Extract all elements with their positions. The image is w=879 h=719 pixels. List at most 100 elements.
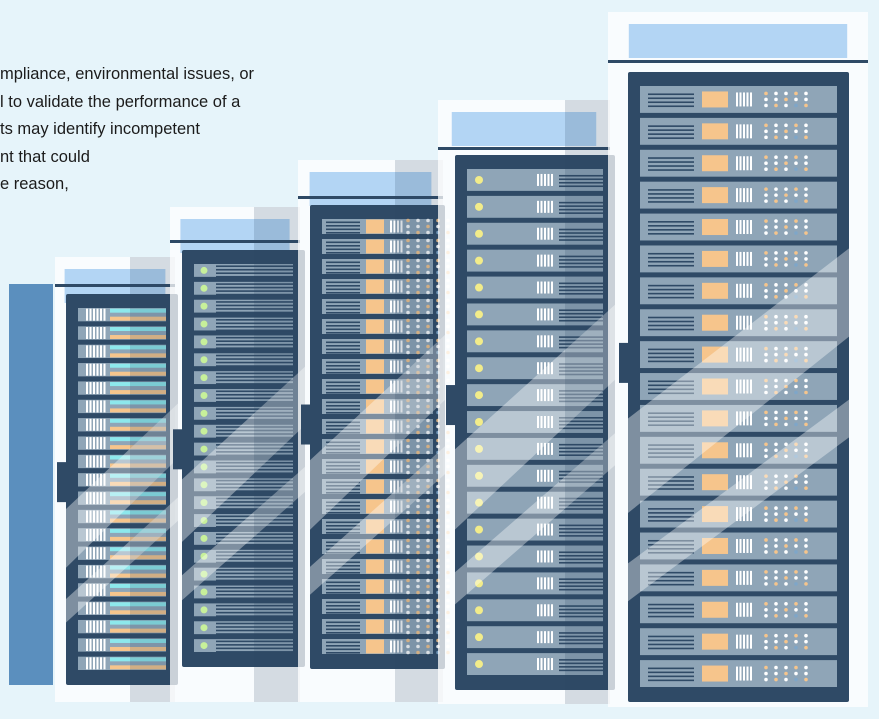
led-dot — [784, 506, 788, 510]
server-unit — [78, 436, 166, 450]
vent-bar — [540, 200, 543, 213]
vent-line — [216, 461, 293, 464]
led-dot — [804, 454, 808, 459]
led-dot — [804, 167, 808, 172]
vent-line — [559, 259, 603, 261]
led-dot — [774, 123, 778, 128]
vent-bar — [390, 400, 392, 413]
led-dot — [416, 604, 420, 609]
cyan-strip — [110, 583, 166, 588]
vent-line — [216, 397, 293, 400]
server-unit — [194, 603, 293, 617]
led-dot — [416, 224, 420, 229]
server-unit — [640, 596, 837, 624]
vent-bar — [743, 156, 745, 171]
vent-bar — [547, 442, 550, 455]
led-dot — [764, 454, 768, 459]
led-dot — [406, 330, 410, 335]
vent-line — [216, 365, 293, 367]
vent-line — [648, 324, 694, 327]
vent-line — [216, 376, 293, 378]
led-dot — [774, 607, 778, 612]
vent-bar — [739, 347, 742, 362]
vent-line — [648, 543, 694, 546]
vent-bar — [736, 379, 738, 394]
vent-bar — [86, 547, 88, 560]
vent-line — [648, 452, 694, 454]
led-dot — [406, 590, 410, 595]
led-dot — [764, 550, 768, 554]
led-dot — [426, 384, 430, 389]
server-unit — [640, 181, 837, 209]
led-dot — [774, 352, 778, 357]
led-dot — [764, 384, 768, 389]
cyan-strip — [110, 510, 166, 515]
status-led — [475, 418, 483, 426]
drive-bay — [366, 439, 384, 454]
cyan-strip — [110, 620, 166, 625]
vent-line — [326, 625, 360, 627]
orange-strip — [110, 371, 166, 376]
drive-bay — [366, 479, 384, 494]
led-dot — [764, 135, 768, 140]
led-dot — [794, 199, 798, 203]
unit-face — [640, 468, 837, 496]
led-dot — [804, 474, 808, 478]
vent-bar — [551, 200, 553, 213]
vent-line — [216, 400, 293, 403]
led-dot — [426, 618, 430, 623]
led-dot — [784, 544, 788, 548]
cyan-strip — [110, 473, 166, 478]
status-led — [200, 588, 208, 596]
led-dot — [406, 350, 410, 355]
unit-face — [467, 626, 603, 649]
vent-line — [559, 558, 603, 561]
vent-bar — [86, 583, 88, 596]
led-dot — [416, 550, 420, 555]
led-dot — [784, 410, 788, 415]
vent-bar — [750, 188, 752, 203]
status-led — [200, 284, 208, 292]
rack-top-panel — [628, 24, 848, 58]
led-dot — [804, 251, 808, 255]
led-dot — [774, 167, 778, 172]
server-unit — [78, 381, 166, 395]
server-unit — [640, 213, 837, 241]
vent-line — [559, 363, 603, 365]
vent-bar — [400, 280, 403, 293]
led-dot — [406, 264, 410, 269]
vent-line — [326, 248, 360, 251]
vent-bar — [739, 634, 742, 649]
vent-line — [326, 328, 360, 331]
led-dot — [406, 310, 410, 315]
led-dot — [804, 283, 808, 287]
server-unit — [467, 464, 603, 487]
led-dot — [764, 570, 768, 574]
vent-bar — [750, 507, 752, 522]
cyan-strip — [110, 327, 166, 332]
led-dot — [764, 251, 768, 255]
led-dot — [764, 193, 768, 197]
vent-bar — [93, 382, 95, 395]
vent-bar — [86, 638, 88, 651]
vent-bar — [100, 565, 102, 578]
led-dot — [774, 257, 778, 261]
server-unit — [640, 341, 837, 369]
led-dot — [764, 326, 768, 331]
vent-line — [326, 332, 360, 334]
led-dot — [804, 486, 808, 490]
led-dot — [764, 512, 768, 516]
orange-strip — [110, 610, 166, 615]
led-dot — [774, 129, 778, 134]
unit-face — [467, 599, 603, 622]
led-dot — [426, 264, 430, 269]
vent-line — [326, 441, 360, 444]
vent-line — [648, 193, 694, 195]
vent-line — [326, 505, 360, 507]
vent-bar — [739, 602, 742, 617]
vent-line — [648, 508, 694, 510]
vent-line — [216, 622, 293, 625]
led-dot — [794, 474, 798, 478]
vent-bar — [750, 92, 752, 107]
led-dot — [784, 518, 788, 522]
